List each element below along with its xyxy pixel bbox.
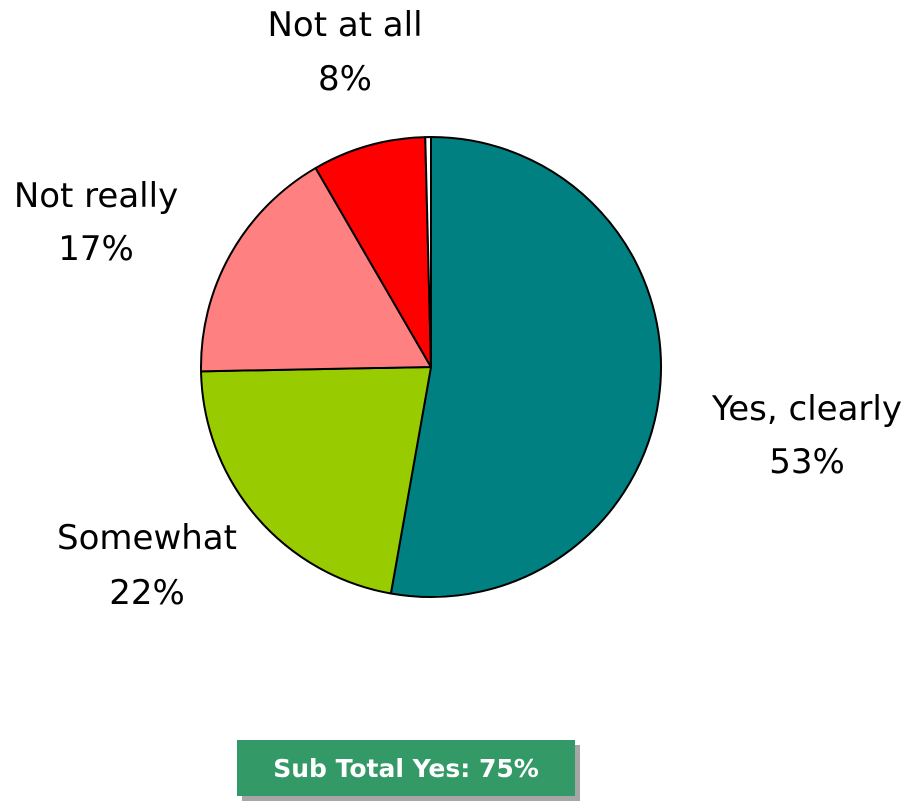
slice-label-name: Somewhat bbox=[57, 518, 237, 558]
pie-slice-not-at-all bbox=[314, 136, 432, 368]
slice-label-name: Not really bbox=[14, 176, 178, 216]
pie-labels: Yes, clearly 53% Somewhat 22% Not really 17% N… bbox=[14, 5, 902, 613]
slice-label-value: 53% bbox=[769, 442, 845, 482]
slice-label-value: 8% bbox=[318, 59, 372, 99]
pie-slice-sliver bbox=[424, 136, 432, 368]
pie-slices bbox=[200, 136, 662, 598]
slice-label-value: 22% bbox=[109, 573, 185, 613]
slice-label-name: Yes, clearly bbox=[711, 389, 902, 429]
slice-label-name: Not at all bbox=[267, 5, 422, 45]
pie-slice-not-really bbox=[200, 167, 432, 373]
pie-slice-somewhat bbox=[200, 366, 432, 595]
subtotal-box: Sub Total Yes: 75% bbox=[237, 740, 575, 796]
slice-label-value: 17% bbox=[58, 229, 134, 269]
subtotal-text: Sub Total Yes: 75% bbox=[273, 753, 539, 783]
pie-slice-yes-clearly bbox=[389, 136, 662, 598]
